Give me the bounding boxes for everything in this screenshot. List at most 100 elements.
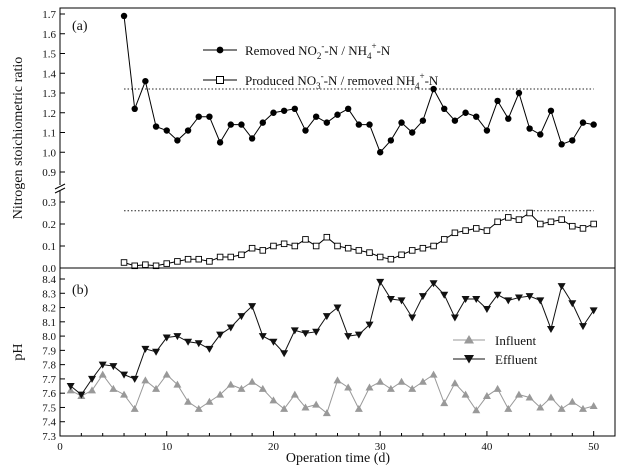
series-effluent-point [504,297,513,305]
series-effluent-point [312,328,321,336]
series-influent-point [568,397,577,405]
series-influent-point [120,390,129,398]
series-removed-point [174,137,181,144]
series-influent-point [152,384,161,392]
x-axis: 0 10 20 30 40 50 [57,431,616,453]
series-produced-point [505,214,512,221]
series-removed-point [216,139,224,146]
series-produced-point [291,242,299,250]
x-tick-label: 40 [481,441,493,453]
series-produced-point [440,236,448,243]
series-effluent-point [386,295,395,303]
series-effluent-point [141,345,150,353]
series-effluent-point [173,333,182,341]
series-removed-point [537,131,544,138]
legend-b-marker-effluent [464,355,474,364]
series-produced-point [163,260,170,267]
series-influent-point [109,384,118,392]
b-ytick-label: 7.4 [42,417,56,429]
panel-b-label: (b) [72,283,89,298]
series-effluent-point [568,300,577,308]
series-removed-point [184,127,192,134]
series-effluent-point [248,303,257,311]
series-produced-point [547,218,555,226]
series-removed-point [344,105,352,113]
series-influent-point [472,406,481,414]
legend-b-item-effluent: Effluent [453,352,538,367]
series-produced-point [590,220,597,228]
a-ytick-label: 0.9 [42,167,56,179]
panel-a: (a) Nitrogen stoichiometric ratio 0.9 1.0… [11,7,616,275]
series-removed-point [569,137,576,144]
series-influent-point [237,384,246,392]
series-effluent-point [514,294,523,302]
series-produced-point [120,259,128,266]
series-effluent-point [290,327,299,335]
series-effluent-point [450,314,459,322]
a-ytick-label: 1.0 [42,147,56,159]
series-effluent-point [184,338,193,346]
series-removed-point [291,105,299,113]
series-removed-point [430,85,437,93]
series-influent-point [258,384,267,392]
series-influent-point [226,380,235,388]
series-removed-point [302,127,309,134]
series-effluent-point [482,305,491,313]
series-produced-point [302,236,309,243]
series-effluent-point [216,331,225,339]
b-ytick-label: 7.6 [42,388,56,400]
series-removed-point [451,117,459,124]
series-influent-point [504,404,513,412]
series-influent-point [173,380,182,388]
legend-b-item-influent: Influent [453,333,537,348]
series-removed-point [238,121,245,128]
series-produced-point [483,227,491,234]
x-tick-label: 10 [161,441,173,453]
legend-a-label-1: Removed NO2--N / NH4+-N [245,41,391,61]
series-effluent-point [546,325,555,333]
series-effluent-point [162,334,171,342]
series-produced-point [312,242,320,250]
axis-break-mark [54,183,66,190]
series-influent-point [162,370,171,378]
legend-a-item-removed: Removed NO2--N / NH4+-N [203,41,391,61]
series-produced-point [323,233,331,241]
x-axis-title: Operation time (d) [286,451,391,466]
b-ytick-label: 7.7 [42,374,56,386]
b-ytick-label: 8.0 [42,331,56,343]
axis-break-mark [54,187,66,194]
a-ytick-label: 0.0 [42,263,56,275]
series-effluent-point [205,345,214,353]
series-effluent-point [152,348,161,356]
series-influent-point [216,390,225,398]
series-influent-point [141,376,150,384]
a-ytick-label: 1.2 [42,108,56,120]
series-influent-point [461,390,470,398]
series-influent-point [333,376,342,384]
a-ytick-label: 1.5 [42,49,56,61]
series-removed-point [483,127,491,134]
series-removed-point [505,115,512,122]
series-influent-point [578,404,587,412]
a-ytick-label: 0.1 [42,241,56,253]
a-ytick-label: 1.4 [42,68,56,80]
series-removed-point [376,149,384,156]
series-influent-point [482,392,491,400]
series-produced-point [526,209,533,217]
series-effluent-point [194,340,203,348]
series-effluent-point [365,321,374,329]
b-ytick-label: 7.5 [42,402,56,414]
series-effluent-point [130,375,139,383]
legend-b-marker-influent [464,335,474,344]
series-produced-point [259,247,267,254]
series-influent-point [354,404,363,412]
series-effluent-point [344,333,353,341]
series-influent-point [376,377,385,385]
series-produced-point [537,220,544,228]
series-produced-point [184,255,192,263]
series-influent-point [525,393,534,401]
b-ytick-label: 7.3 [42,431,56,443]
series-influent-point [322,409,331,417]
x-tick-label: 20 [268,441,280,453]
series-influent-point [205,397,214,405]
